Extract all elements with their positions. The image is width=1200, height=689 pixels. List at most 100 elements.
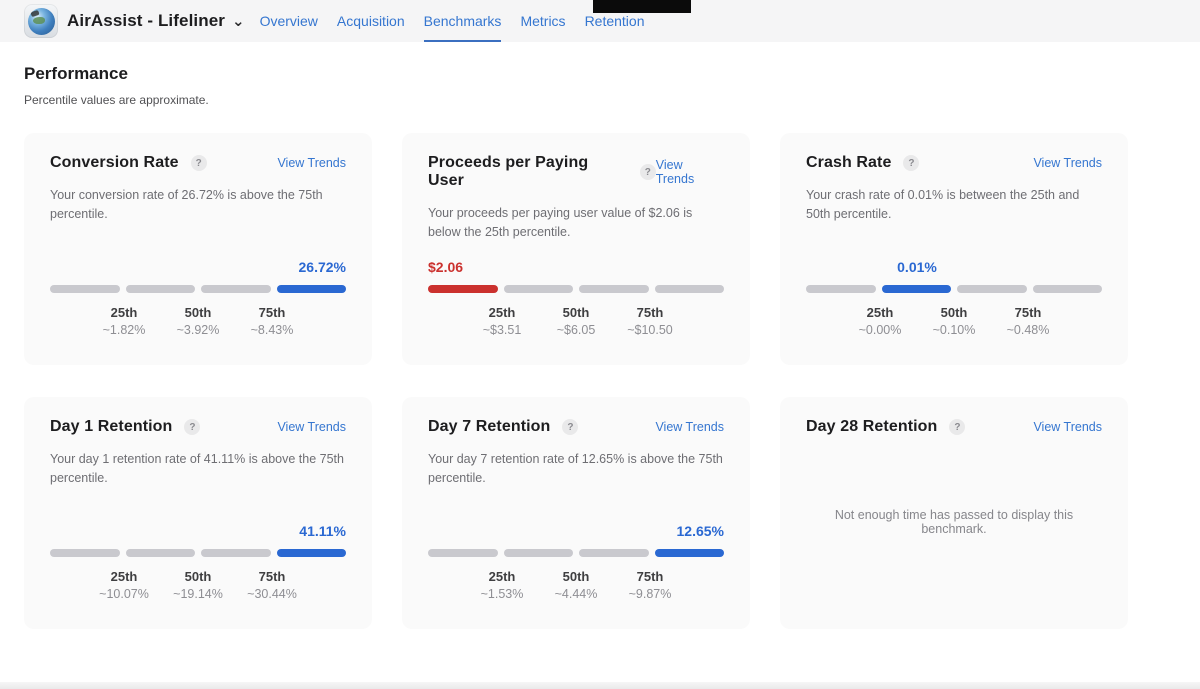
- view-trends-link[interactable]: View Trends: [1033, 420, 1102, 434]
- percentile-label: 25th: [866, 305, 894, 320]
- benchmark-area: Not enough time has passed to display th…: [806, 436, 1102, 607]
- bar-segment: [503, 549, 573, 557]
- bar-segment: [50, 285, 120, 293]
- percentile-marker: 75th ~0.48%: [1007, 305, 1050, 337]
- bar-segment: [428, 549, 498, 557]
- percentile-label: 75th: [258, 569, 286, 584]
- percentile-value: ~$3.51: [482, 323, 522, 337]
- benchmark-value: 41.11%: [299, 523, 346, 539]
- benchmark-card-crash-rate: Crash Rate ? View Trends Your crash rate…: [780, 133, 1128, 365]
- benchmark-bar: [50, 549, 346, 557]
- card-title: Proceeds per Paying User: [428, 154, 589, 189]
- card-title: Day 1 Retention: [50, 418, 173, 435]
- percentile-label: 25th: [488, 569, 516, 584]
- nav-tab-benchmarks[interactable]: Benchmarks: [423, 0, 501, 42]
- app-title: AirAssist - Lifeliner: [67, 11, 225, 30]
- percentile-label: 50th: [940, 305, 968, 320]
- view-trends-link[interactable]: View Trends: [655, 158, 695, 186]
- page-header: Performance Percentile values are approx…: [0, 64, 1200, 107]
- percentile-labels: 25th ~1.82% 50th ~3.92% 75th ~8.43%: [50, 305, 346, 343]
- nav-tab-metrics[interactable]: Metrics: [520, 13, 566, 29]
- help-icon[interactable]: ?: [903, 155, 920, 171]
- bar-segment: [503, 285, 573, 293]
- percentile-label: 50th: [562, 305, 590, 320]
- percentile-label: 25th: [110, 569, 138, 584]
- nav-tab-retention[interactable]: Retention: [584, 13, 645, 29]
- benchmark-value: 12.65%: [676, 523, 724, 539]
- benchmark-area: 41.11% 25th ~10.07% 50th ~19.14% 75th ~30.44%: [50, 523, 346, 607]
- nav-tab-overview[interactable]: Overview: [259, 13, 318, 29]
- percentile-marker: 75th ~9.87%: [629, 569, 672, 601]
- benchmark-area: 0.01% 25th ~0.00% 50th ~0.10% 75th ~0.48%: [806, 259, 1102, 343]
- percentile-value: ~4.44%: [554, 587, 598, 601]
- view-trends-link[interactable]: View Trends: [277, 420, 346, 434]
- percentile-marker: 25th ~$3.51: [483, 305, 522, 337]
- percentile-value: ~10.07%: [99, 587, 149, 601]
- percentile-marker: 50th ~3.92%: [177, 305, 220, 337]
- card-header: Day 1 Retention ? View Trends: [50, 418, 346, 436]
- nav-tab-acquisition[interactable]: Acquisition: [336, 13, 405, 29]
- help-icon[interactable]: ?: [184, 419, 201, 435]
- percentile-labels: 25th ~1.53% 50th ~4.44% 75th ~9.87%: [428, 569, 724, 607]
- benchmark-bar: [806, 285, 1102, 293]
- card-description: Your conversion rate of 26.72% is above …: [50, 188, 323, 222]
- help-icon[interactable]: ?: [949, 419, 966, 435]
- percentile-value: ~19.14%: [173, 587, 223, 601]
- bar-segment-active: [428, 285, 498, 293]
- benchmark-value-row: 41.11%: [50, 523, 346, 542]
- benchmark-value-row: 0.01%: [806, 259, 1102, 278]
- percentile-marker: 25th ~1.82%: [103, 305, 146, 337]
- percentile-marker: 50th ~4.44%: [555, 569, 598, 601]
- app-icon: [24, 4, 58, 38]
- card-description: Your day 7 retention rate of 12.65% is a…: [428, 452, 723, 486]
- page-subtitle: Percentile values are approximate.: [24, 93, 209, 107]
- benchmark-area: $2.06 25th ~$3.51 50th ~$6.05 75th ~$10.50: [428, 259, 724, 343]
- percentile-marker: 25th ~0.00%: [859, 305, 902, 337]
- benchmark-value: $2.06: [428, 259, 464, 275]
- percentile-value: ~$10.50: [627, 323, 673, 337]
- view-trends-link[interactable]: View Trends: [1033, 156, 1102, 170]
- bar-segment: [50, 549, 120, 557]
- benchmark-bar: [50, 285, 346, 293]
- percentile-label: 25th: [488, 305, 516, 320]
- benchmark-value-row: 26.72%: [50, 259, 346, 278]
- percentile-value: ~$6.05: [556, 323, 596, 337]
- benchmark-value: 26.72%: [298, 259, 346, 275]
- bar-segment-active: [881, 285, 951, 293]
- percentile-label: 25th: [110, 305, 138, 320]
- percentile-labels: 25th ~10.07% 50th ~19.14% 75th ~30.44%: [50, 569, 346, 607]
- percentile-value: ~0.10%: [932, 323, 976, 337]
- view-trends-link[interactable]: View Trends: [655, 420, 724, 434]
- percentile-marker: 50th ~$6.05: [557, 305, 596, 337]
- empty-benchmark-message: Not enough time has passed to display th…: [834, 507, 1074, 536]
- percentile-value: ~0.00%: [858, 323, 902, 337]
- percentile-marker: 75th ~8.43%: [251, 305, 294, 337]
- card-title: Crash Rate: [806, 154, 892, 171]
- card-header: Proceeds per Paying User ? View Trends: [428, 154, 724, 190]
- benchmark-value-row: 12.65%: [428, 523, 724, 542]
- percentile-value: ~30.44%: [247, 587, 297, 601]
- percentile-labels: 25th ~$3.51 50th ~$6.05 75th ~$10.50: [428, 305, 724, 343]
- help-icon[interactable]: ?: [190, 155, 207, 171]
- bar-segment: [201, 549, 271, 557]
- help-icon[interactable]: ?: [639, 164, 656, 180]
- percentile-label: 75th: [1014, 305, 1042, 320]
- card-header: Day 28 Retention ? View Trends: [806, 418, 1102, 436]
- bar-segment: [125, 285, 195, 293]
- percentile-label: 50th: [184, 305, 212, 320]
- bar-segment: [125, 549, 195, 557]
- percentile-value: ~3.92%: [176, 323, 220, 337]
- help-icon[interactable]: ?: [562, 419, 579, 435]
- bar-segment: [579, 549, 649, 557]
- percentile-value: ~1.82%: [102, 323, 146, 337]
- benchmark-area: 26.72% 25th ~1.82% 50th ~3.92% 75th ~8.43%: [50, 259, 346, 343]
- bar-segment-active: [276, 285, 346, 293]
- percentile-label: 75th: [258, 305, 286, 320]
- benchmark-card-day-28-retention: Day 28 Retention ? View Trends Not enoug…: [780, 397, 1128, 629]
- benchmark-value-row: $2.06: [428, 259, 724, 278]
- redaction-box: [593, 0, 691, 13]
- view-trends-link[interactable]: View Trends: [277, 156, 346, 170]
- percentile-marker: 50th ~0.10%: [933, 305, 976, 337]
- app-switcher[interactable]: AirAssist - Lifeliner ⌄: [67, 11, 245, 31]
- card-title: Day 7 Retention: [428, 418, 551, 435]
